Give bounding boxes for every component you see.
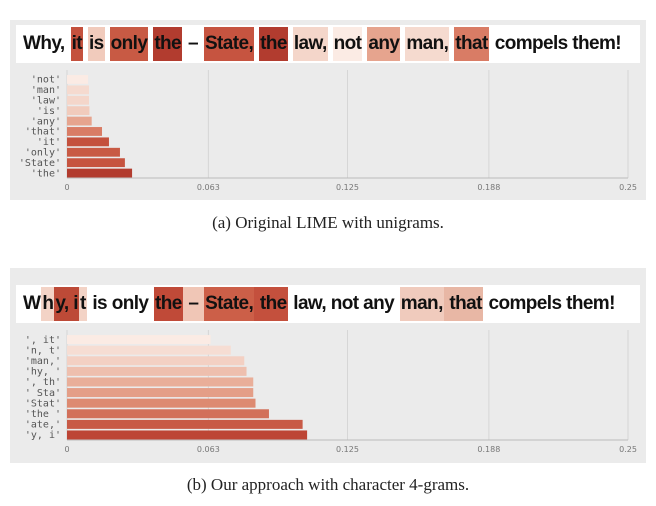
bar: [67, 116, 92, 126]
token: is only: [87, 293, 154, 314]
token: law,: [292, 27, 328, 61]
bar: [67, 356, 245, 366]
token: t: [78, 287, 87, 321]
category-label: ' Sta': [25, 388, 61, 399]
category-label: 'that': [25, 127, 61, 138]
category-label: 'is': [37, 106, 61, 117]
x-tick-label: 0.188: [477, 445, 500, 454]
token: State,: [204, 287, 255, 321]
x-tick-label: 0: [64, 445, 69, 454]
token: any: [367, 27, 401, 61]
bar: [67, 158, 125, 168]
category-label: 'only': [25, 148, 61, 159]
bar: [67, 168, 133, 178]
category-label: 'n, t': [25, 345, 61, 356]
token: man,: [405, 27, 450, 61]
token: the: [154, 287, 183, 321]
token: only: [109, 27, 149, 61]
x-tick-label: 0.063: [197, 183, 220, 192]
token: W: [23, 293, 41, 314]
category-label: 'it': [37, 137, 61, 148]
token: law, not any: [288, 293, 399, 314]
category-label: 'man': [31, 85, 61, 96]
token: man,: [399, 287, 444, 321]
token: that: [454, 27, 489, 61]
category-label: 'State': [19, 158, 61, 169]
bar: [67, 75, 89, 84]
caption: (a) Original LIME with unigrams.: [212, 213, 444, 232]
token: State,: [203, 27, 255, 61]
x-tick-label: 0.25: [619, 183, 637, 192]
token: compels them!: [483, 293, 616, 314]
bar: [67, 377, 254, 387]
category-label: 'y, i': [25, 430, 61, 441]
bar: [67, 85, 89, 95]
category-label: 'the': [31, 168, 61, 179]
bar: [67, 147, 120, 157]
bar: [67, 388, 254, 398]
token: not: [332, 27, 363, 61]
token: the: [259, 27, 288, 61]
category-label: 'Stat': [25, 398, 61, 409]
category-label: 'any': [31, 116, 61, 127]
category-label: 'not': [31, 75, 61, 86]
category-label: 'the ': [25, 409, 61, 420]
token: the: [254, 287, 288, 321]
category-label: 'ate,': [25, 420, 61, 431]
bar: [67, 409, 269, 419]
category-label: ', th': [25, 377, 61, 388]
x-tick-label: 0: [64, 183, 69, 192]
category-label: 'man,': [25, 356, 61, 367]
category-label: 'hy, ': [25, 367, 61, 378]
x-tick-label: 0.188: [477, 183, 500, 192]
bar: [67, 430, 308, 440]
token: –: [182, 287, 205, 321]
category-label: ', it': [25, 335, 61, 346]
token: that: [443, 287, 483, 321]
token: is: [87, 27, 105, 61]
token: y, i: [54, 287, 79, 321]
token: Why,: [23, 33, 65, 54]
bar: [67, 137, 109, 147]
x-tick-label: 0.063: [197, 445, 220, 454]
bar: [67, 127, 103, 136]
bar: [67, 398, 256, 408]
bar: [67, 106, 90, 116]
bar: [67, 419, 303, 429]
bar: [67, 345, 231, 355]
token: –: [188, 33, 199, 54]
x-tick-label: 0.125: [336, 183, 359, 192]
bar: [67, 335, 211, 345]
bar: [67, 95, 89, 105]
bar: [67, 366, 247, 376]
category-label: 'law': [31, 96, 61, 107]
token: the: [153, 27, 183, 61]
x-tick-label: 0.125: [336, 445, 359, 454]
token: it: [70, 27, 83, 61]
caption: (b) Our approach with character 4-grams.: [187, 475, 469, 494]
highlighted-sentence: Why, it is only the – State, the law, not any man, t…: [16, 25, 640, 63]
x-tick-label: 0.25: [619, 445, 637, 454]
token: compels them!: [494, 33, 622, 54]
token: h: [41, 287, 55, 321]
